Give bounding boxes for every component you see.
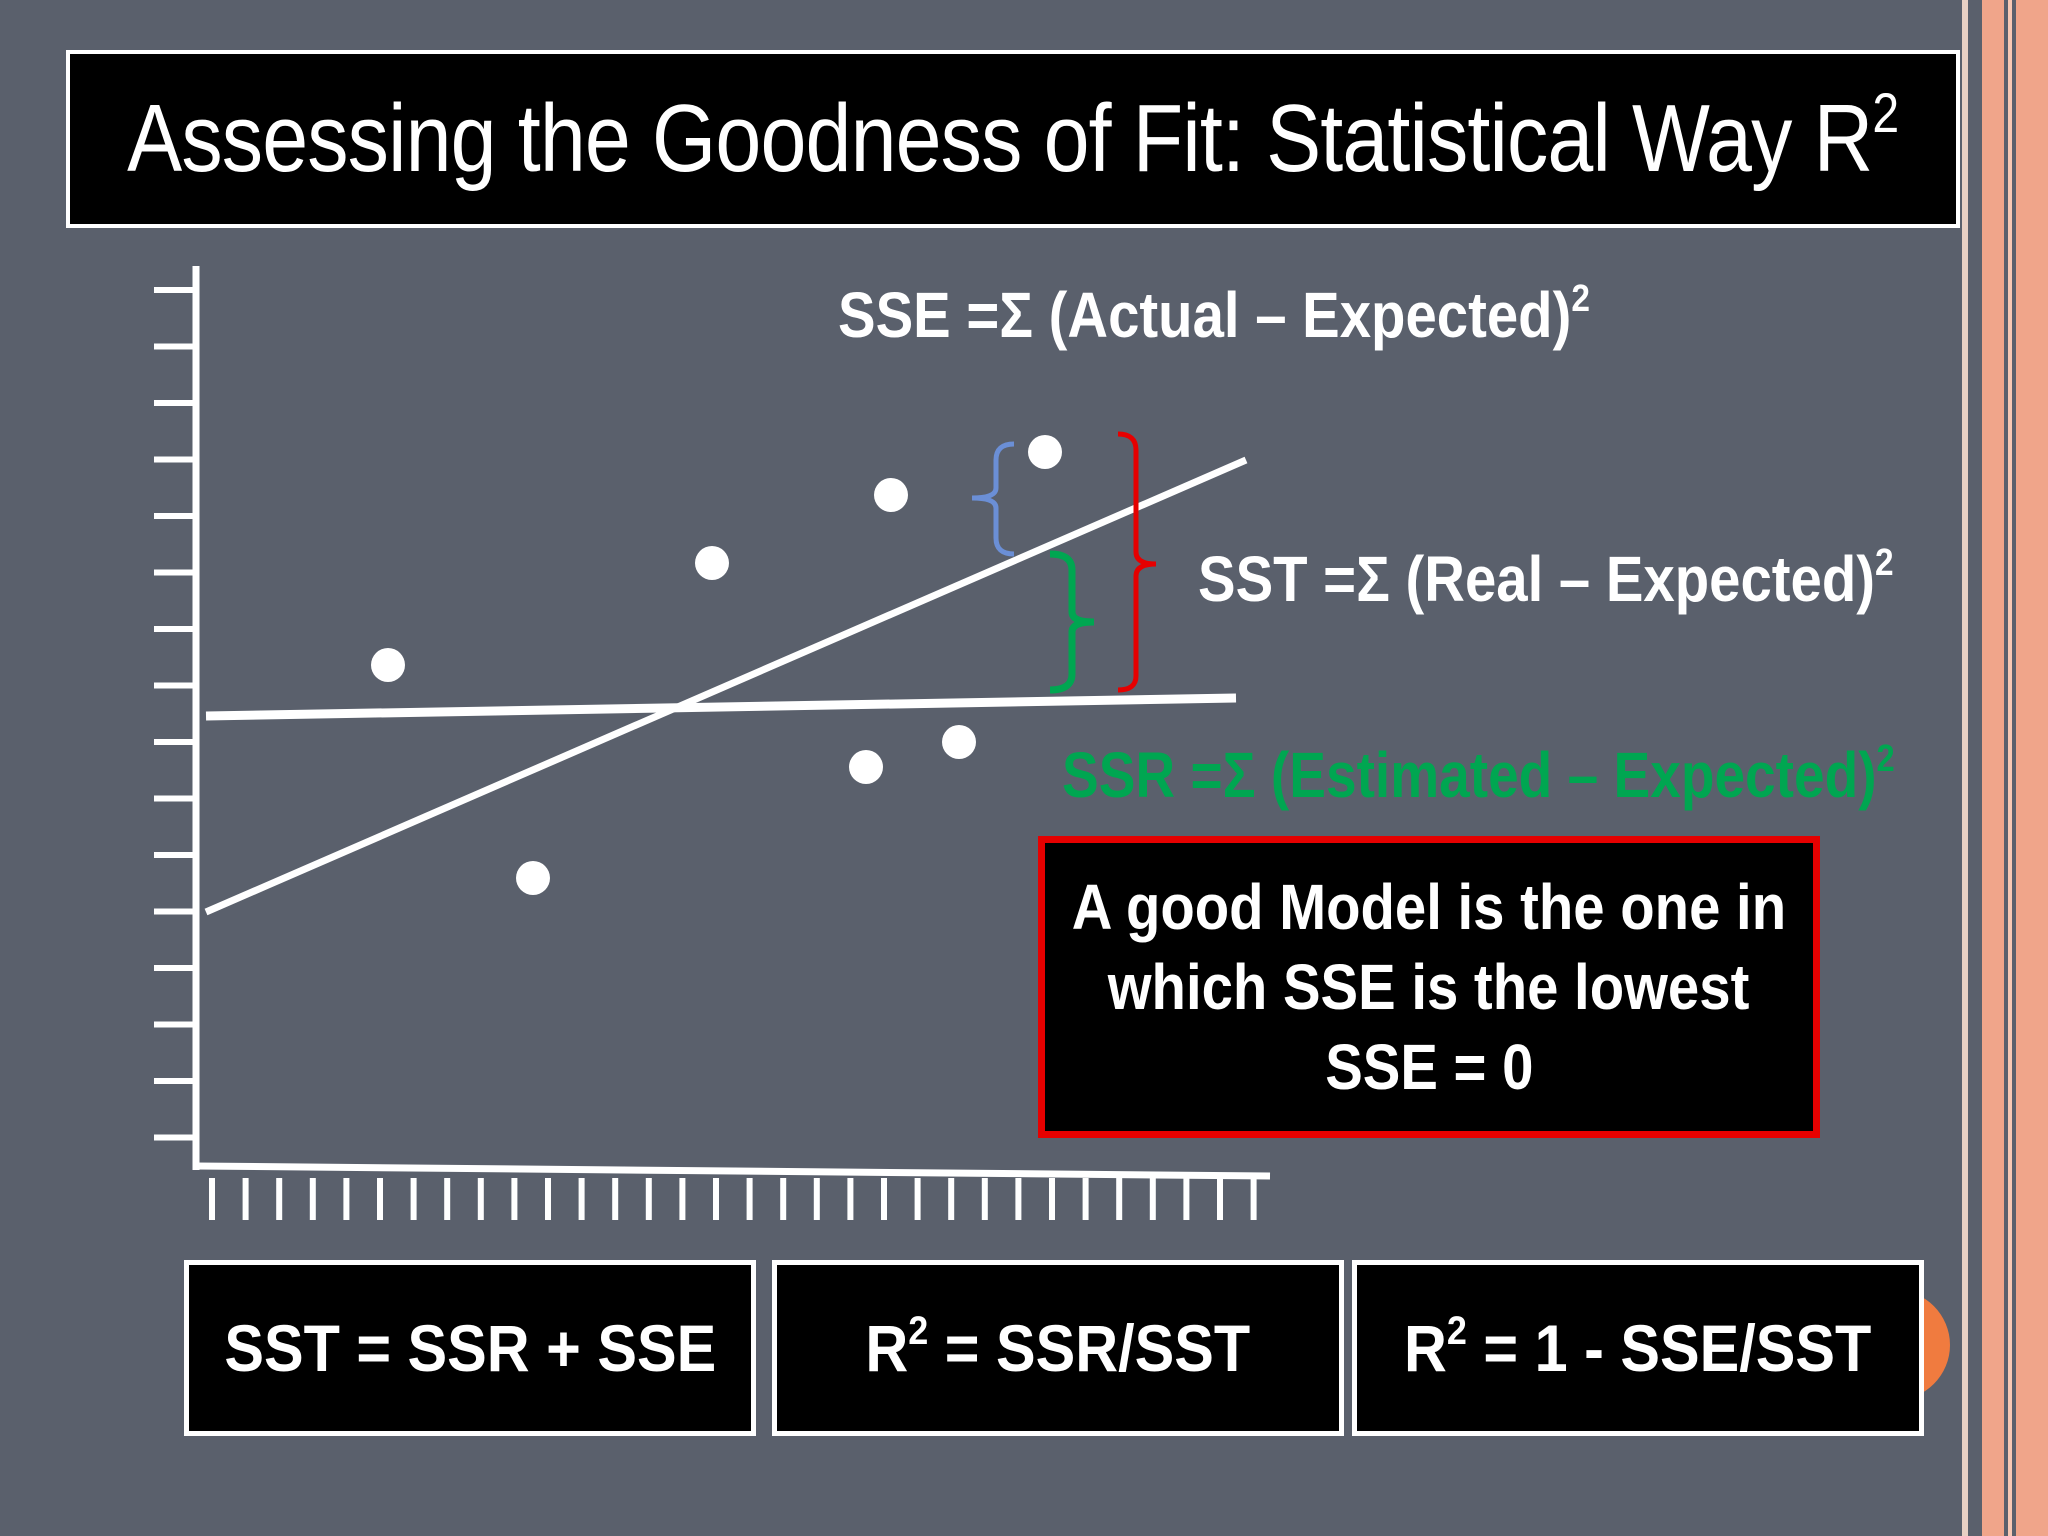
x-axis: [195, 1162, 1271, 1180]
regression-line: [204, 456, 1248, 916]
ssr-formula-text: SSR =Σ (Estimated – Expected): [1062, 739, 1877, 811]
data-point: [695, 546, 729, 580]
data-point: [516, 861, 550, 895]
sst-sum-text: SST = SSR + SSE: [224, 1311, 716, 1385]
r2-complement-rest: = 1 - SSE/SST: [1467, 1311, 1872, 1385]
x-axis-ticks: [209, 1178, 1257, 1220]
slide-title: Assessing the Goodness of Fit: Statistic…: [127, 81, 1900, 194]
message-line: SSE = 0: [1324, 1031, 1534, 1103]
data-point: [1028, 435, 1062, 469]
ssr-bracket: [1049, 550, 1095, 694]
right-edge-strip: [1962, 0, 2048, 1536]
ssr-formula: SSR =Σ (Estimated – Expected)2: [1062, 738, 1895, 812]
sse-formula-sup: 2: [1571, 277, 1590, 320]
ssr-formula-sup: 2: [1876, 737, 1895, 780]
sse-formula-text: SSE =Σ (Actual – Expected): [838, 279, 1572, 351]
r2-complement-text: R2 = 1 - SSE/SST: [1404, 1310, 1871, 1386]
r2-superscript: 2: [908, 1309, 929, 1353]
data-point: [849, 750, 883, 784]
r2-ratio-box: R2 = SSR/SST: [772, 1260, 1344, 1436]
title-superscript: 2: [1872, 81, 1900, 144]
message-line: which SSE is the lowest: [1108, 951, 1750, 1023]
sse-formula: SSE =Σ (Actual – Expected)2: [838, 278, 1590, 352]
title-box: Assessing the Goodness of Fit: Statistic…: [66, 50, 1960, 228]
y-axis-ticks: [154, 287, 196, 1141]
message-line: A good Model is the one in: [1071, 871, 1787, 943]
data-point: [942, 725, 976, 759]
data-point: [371, 648, 405, 682]
mean-line: [205, 693, 1237, 721]
r2-complement-box: R2 = 1 - SSE/SST: [1352, 1260, 1924, 1436]
r2-symbol: R: [1404, 1311, 1448, 1385]
sst-formula: SST =Σ (Real – Expected)2: [1198, 542, 1894, 616]
r2-ratio-rest: = SSR/SST: [928, 1311, 1251, 1385]
r2-ratio-text: R2 = SSR/SST: [866, 1310, 1251, 1386]
r2-symbol: R: [865, 1311, 909, 1385]
r2-superscript: 2: [1447, 1309, 1468, 1353]
good-model-box: A good Model is the one in which SSE is …: [1038, 836, 1820, 1138]
sst-formula-text: SST =Σ (Real – Expected): [1198, 543, 1876, 615]
sse-bracket: [971, 441, 1015, 557]
data-point: [874, 478, 908, 512]
title-text: Assessing the Goodness of Fit: Statistic…: [127, 85, 1873, 192]
sst-bracket: [1117, 431, 1157, 693]
sst-sum-box: SST = SSR + SSE: [184, 1260, 756, 1436]
sst-formula-sup: 2: [1875, 541, 1894, 584]
